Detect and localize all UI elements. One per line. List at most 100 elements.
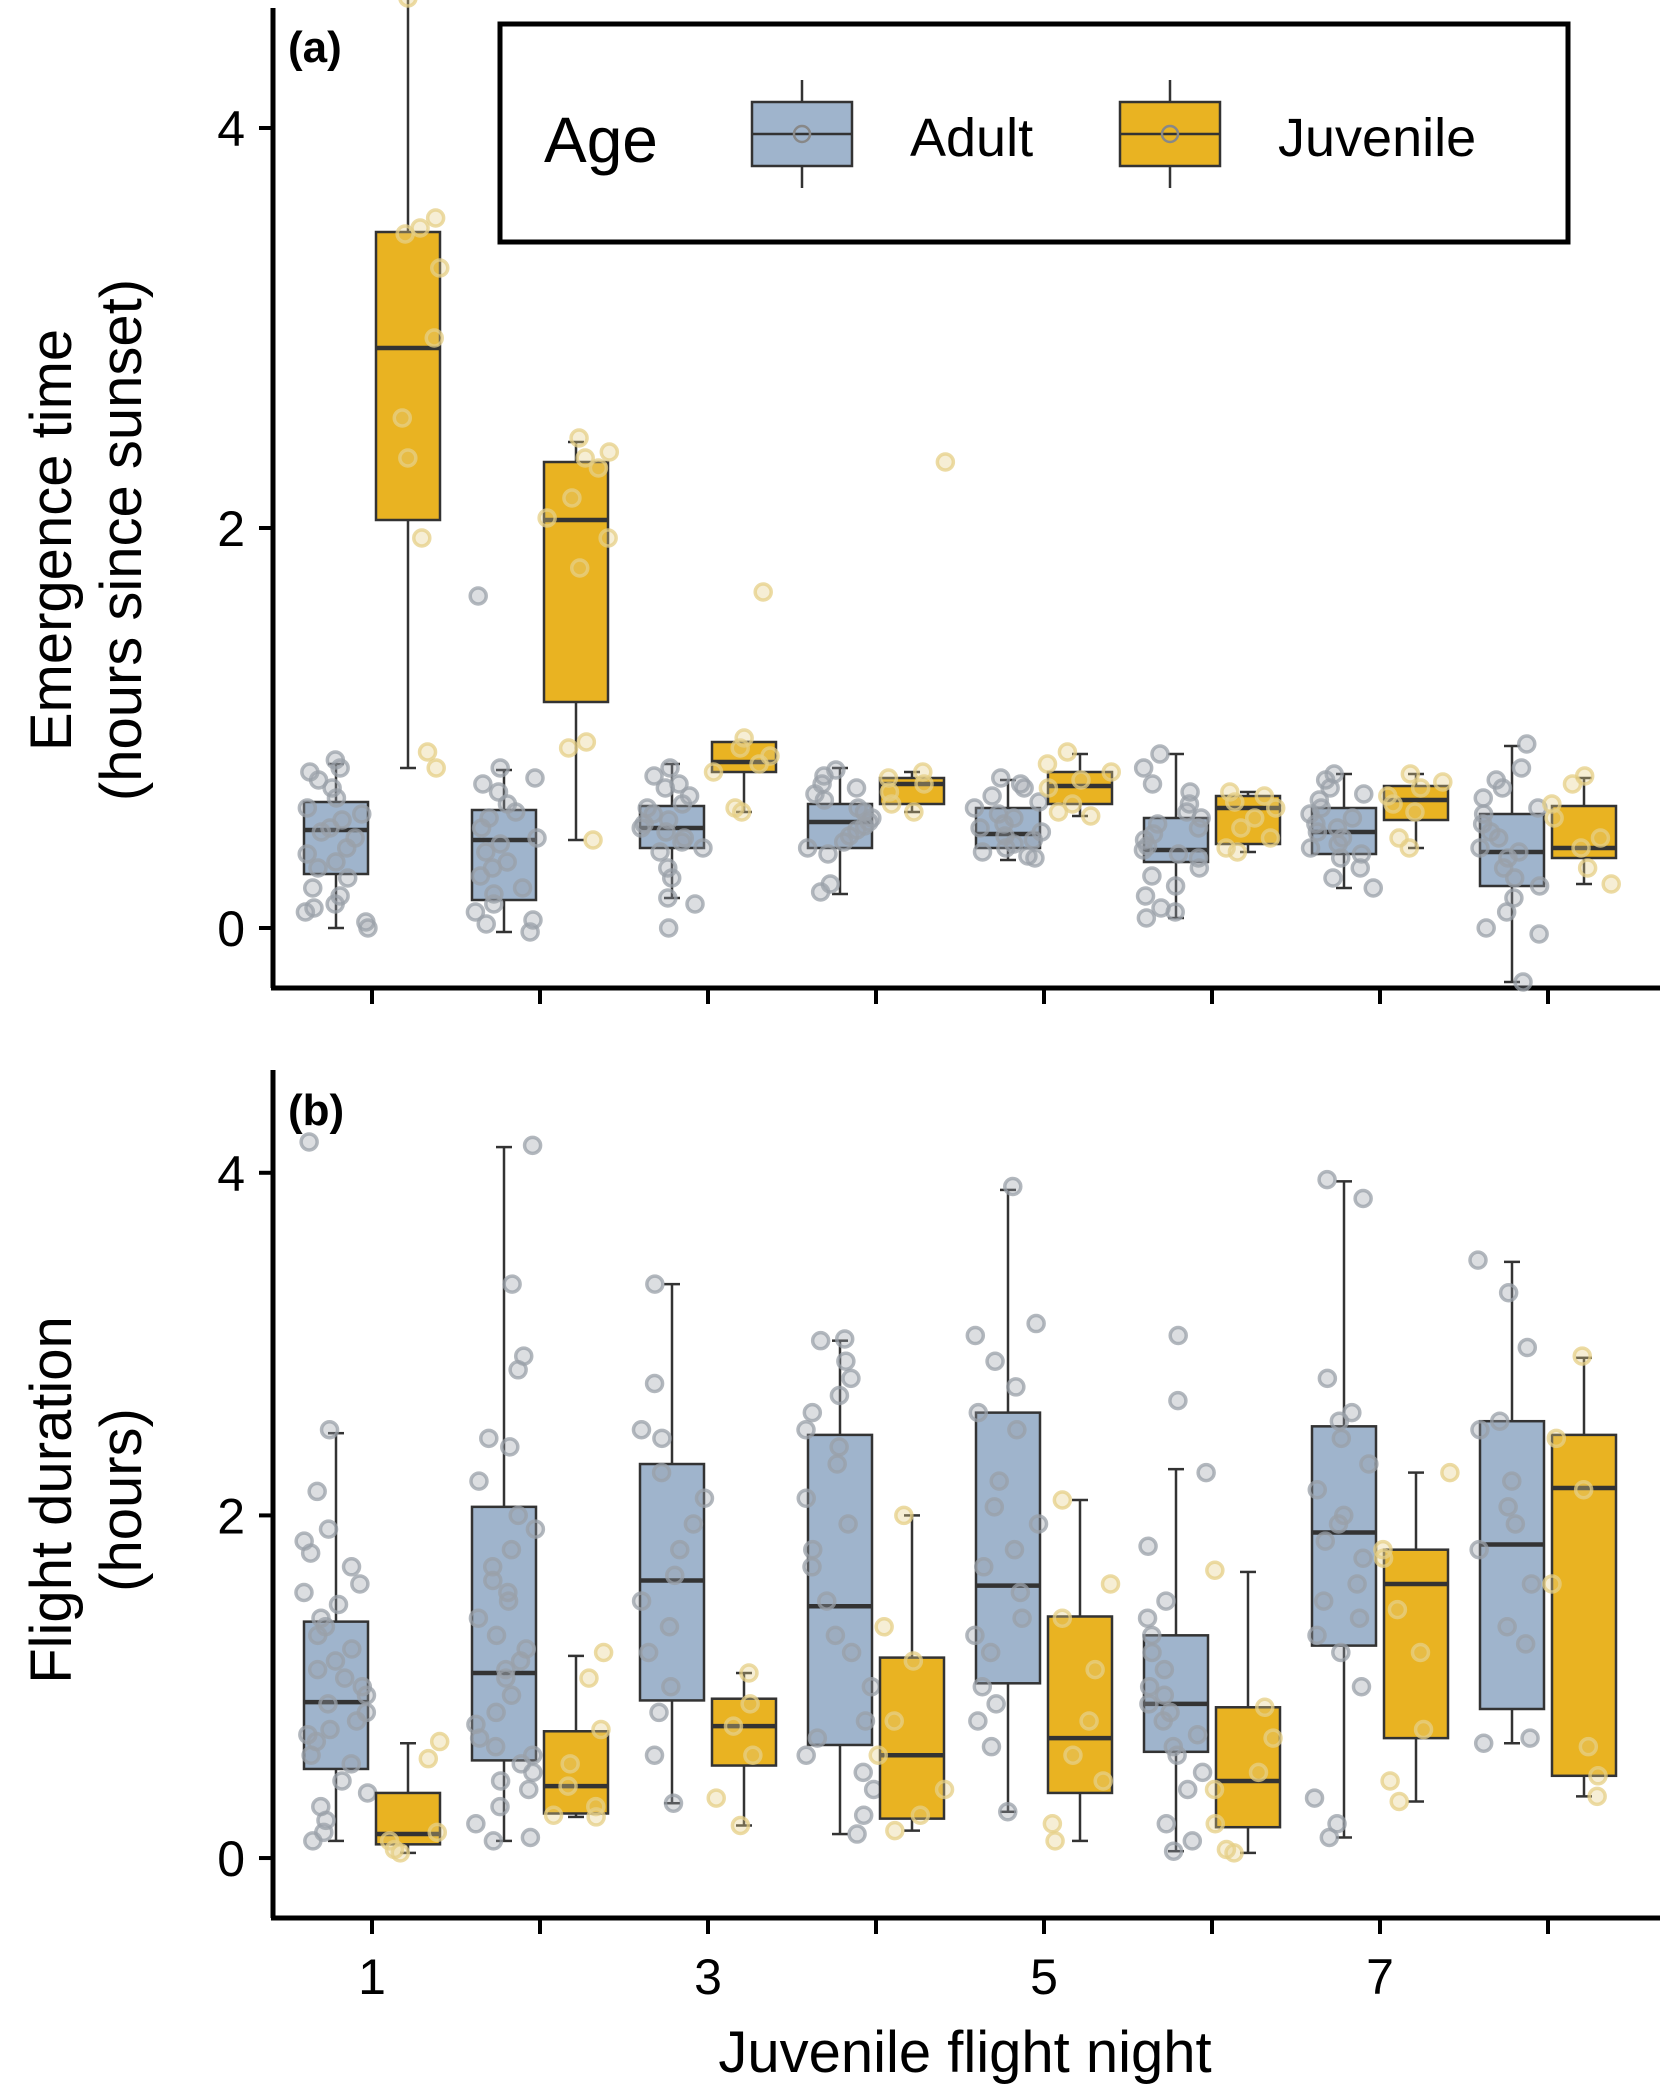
- point-adult-6-0: [1168, 1325, 1188, 1346]
- point-adult-1-13: [297, 844, 317, 864]
- point-adult-5-6: [1007, 1420, 1027, 1440]
- point-adult-2-11: [476, 842, 496, 862]
- point-juvenile-1-7: [398, 448, 418, 468]
- point-juvenile-5-2: [1101, 762, 1121, 782]
- point-juvenile-2-3: [560, 1754, 580, 1774]
- box-juvenile-night-6: [1214, 782, 1286, 862]
- point-adult-8-4: [1470, 1420, 1490, 1440]
- point-juvenile-8-4: [1590, 828, 1611, 848]
- point-adult-7-7: [1342, 808, 1363, 828]
- point-juvenile-2-0: [593, 1642, 614, 1663]
- point-juvenile-2-7: [569, 558, 590, 578]
- box-adult-night-3: [631, 1274, 715, 1813]
- point-adult-5-18: [968, 1711, 988, 1731]
- point-adult-8-12: [1498, 848, 1518, 868]
- legend-key-point: [792, 124, 812, 144]
- point-adult-2-1: [502, 1274, 522, 1294]
- point-adult-7-2: [1317, 1368, 1338, 1389]
- box-iqr-juvenile-6: [1214, 1706, 1282, 1829]
- point-adult-8-20: [1513, 972, 1533, 992]
- point-adult-7-10: [1307, 822, 1328, 842]
- point-adult-8-15: [1529, 876, 1550, 896]
- point-juvenile-5-0: [1057, 742, 1078, 762]
- point-adult-3-2: [631, 1420, 652, 1440]
- point-adult-7-13: [1313, 1591, 1334, 1611]
- point-adult-4-3: [841, 1368, 861, 1389]
- point-adult-4-9: [796, 1488, 817, 1509]
- point-adult-2-1: [490, 758, 510, 778]
- x-tick-label-3: 3: [694, 1949, 722, 2005]
- point-adult-5-14: [996, 838, 1016, 858]
- point-adult-8-1: [1498, 1282, 1519, 1303]
- point-juvenile-6-1: [1255, 1697, 1275, 1718]
- point-adult-7-14: [1351, 844, 1372, 864]
- point-adult-8-4: [1473, 788, 1493, 808]
- point-adult-7-20: [1319, 1827, 1340, 1848]
- point-adult-7-17: [1351, 1676, 1372, 1697]
- point-adult-3-6: [683, 1514, 704, 1534]
- point-adult-4-14: [825, 1625, 846, 1646]
- point-adult-5-5: [968, 1402, 989, 1423]
- point-juvenile-6-0: [1220, 782, 1240, 802]
- legend: Age Adult Juvenile: [497, 21, 1571, 245]
- point-adult-4-22: [853, 1805, 874, 1825]
- point-adult-5-9: [1028, 1514, 1049, 1534]
- point-juvenile-2-4: [558, 1776, 578, 1796]
- point-adult-5-15: [972, 842, 993, 862]
- point-juvenile-6-2: [1263, 1728, 1283, 1748]
- point-adult-3-18: [658, 888, 678, 908]
- point-adult-3-3: [655, 778, 676, 798]
- box-iqr-adult-8: [1478, 1419, 1546, 1711]
- point-juvenile-2-6: [543, 1805, 564, 1825]
- point-juvenile-1-6: [392, 408, 413, 428]
- point-juvenile-5-3: [1071, 770, 1091, 790]
- box-adult-night-8: [1468, 1250, 1546, 1754]
- point-juvenile-4-1: [874, 1617, 894, 1637]
- point-adult-7-16: [1331, 1642, 1351, 1663]
- point-juvenile-1-4: [430, 258, 450, 278]
- point-adult-5-15: [980, 1642, 1001, 1663]
- point-adult-8-5: [1502, 1471, 1522, 1491]
- y-tick-label-4: 4: [217, 1146, 245, 1202]
- point-adult-6-12: [1133, 840, 1154, 860]
- box-iqr-juvenile-4: [878, 1656, 946, 1820]
- point-juvenile-3-5: [730, 1815, 751, 1836]
- point-adult-8-9: [1488, 828, 1509, 848]
- point-adult-5-19: [981, 1736, 1002, 1757]
- point-adult-7-11: [1353, 1548, 1373, 1568]
- point-adult-2-6: [505, 802, 526, 822]
- point-adult-1-12: [308, 1625, 328, 1646]
- point-juvenile-7-0: [1440, 1462, 1460, 1483]
- point-juvenile-7-7: [1399, 838, 1420, 858]
- point-adult-8-11: [1515, 1634, 1536, 1654]
- point-adult-5-9: [970, 818, 990, 838]
- point-juvenile-1-1: [418, 1748, 439, 1769]
- point-adult-4-15: [818, 844, 838, 864]
- point-adult-8-14: [1504, 868, 1525, 888]
- point-juvenile-7-5: [1405, 802, 1425, 822]
- point-juvenile-7-5: [1413, 1719, 1434, 1740]
- point-juvenile-2-5: [537, 508, 557, 528]
- point-adult-6-18: [1177, 1779, 1198, 1800]
- point-juvenile-1-9: [417, 742, 438, 762]
- point-adult-6-20: [1165, 902, 1185, 922]
- point-adult-1-2: [307, 1481, 327, 1502]
- point-adult-8-1: [1511, 758, 1532, 778]
- point-adult-5-10: [1004, 1539, 1025, 1560]
- point-adult-3-20: [658, 918, 679, 938]
- point-juvenile-8-0: [1572, 1346, 1592, 1366]
- box-juvenile-night-3: [706, 1663, 778, 1836]
- point-adult-2-11: [483, 1570, 503, 1591]
- point-adult-7-14: [1349, 1608, 1370, 1628]
- y-axis-title-a-line2: (hours since sunset): [89, 279, 154, 801]
- point-juvenile-5-8: [1045, 1831, 1065, 1851]
- point-juvenile-4-2: [878, 768, 899, 788]
- point-adult-6-0: [1150, 744, 1170, 764]
- point-adult-2-9: [527, 828, 547, 848]
- point-adult-3-1: [644, 766, 664, 786]
- point-juvenile-3-5: [703, 762, 724, 782]
- point-adult-5-3: [985, 1351, 1005, 1371]
- point-adult-6-3: [1138, 1536, 1158, 1557]
- point-juvenile-8-6: [1577, 858, 1598, 878]
- point-adult-6-7: [1142, 1642, 1162, 1663]
